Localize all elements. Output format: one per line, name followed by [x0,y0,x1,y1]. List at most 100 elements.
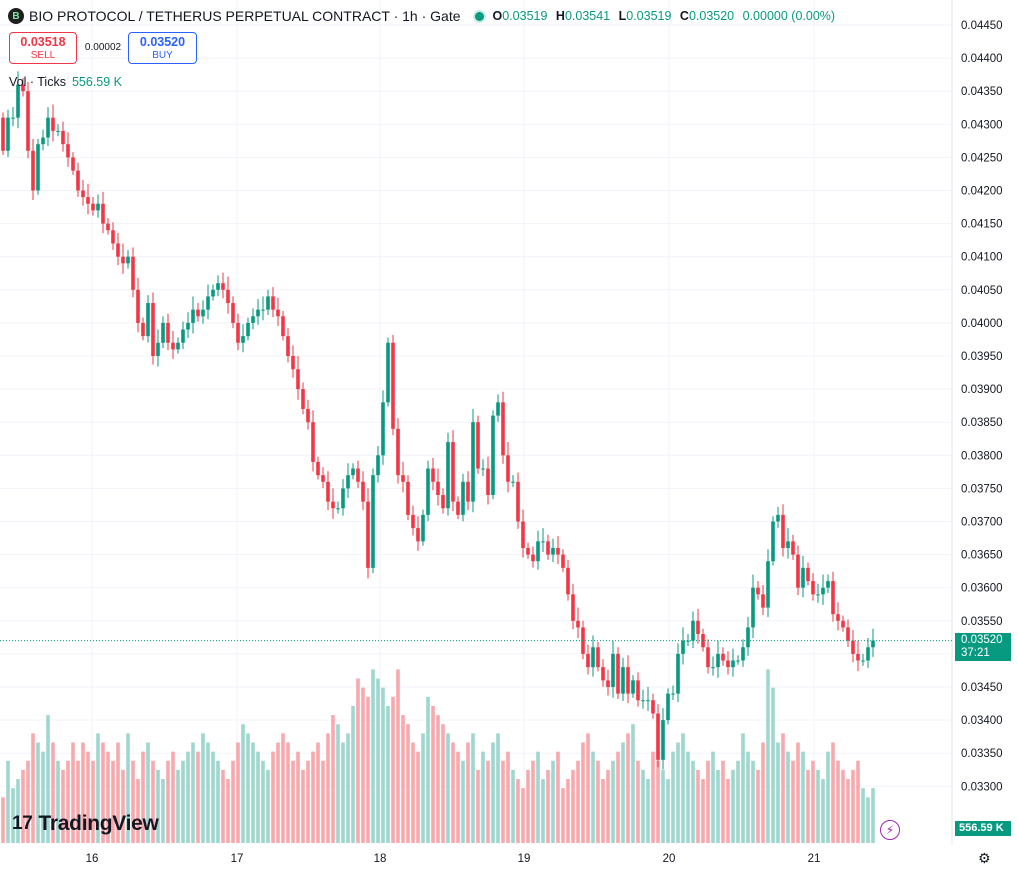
volume-bar [226,779,230,843]
chart-grid [0,0,953,845]
candle-body [816,594,820,596]
candle-body [506,455,510,482]
volume-bar [811,760,815,843]
candle-body [666,693,670,721]
volume-bar [506,751,510,843]
volume-bar [476,769,480,843]
volume-bar [466,742,470,843]
volume-bar [236,742,240,843]
candle-body [376,455,380,476]
volume-bar [251,742,255,843]
candle-body [496,402,500,416]
candle-body [406,481,410,515]
candle-body [611,653,615,687]
volume-bar [56,760,60,843]
candle-body [591,647,595,668]
volume-bar [851,769,855,843]
candle-body [746,627,750,648]
volume-bar [26,760,30,843]
volume-bar [511,769,515,843]
candle-body [676,653,680,694]
candle-body [166,322,170,343]
volume-legend[interactable]: Vol · Ticks 556.59 K [9,75,122,89]
candle-body [351,468,355,476]
candle-body [286,336,290,356]
volume-bar [391,696,395,843]
lightning-icon[interactable]: ⚡ [880,820,900,840]
volume-bar [106,751,110,843]
volume-bar [836,760,840,843]
candle-body [851,640,855,654]
volume-bar [316,742,320,843]
symbol-title[interactable]: BIO PROTOCOL / TETHERUS PERPETUAL CONTRA… [29,8,461,24]
candle-body [566,567,570,595]
volume-bar [571,769,575,843]
volume-bar [726,779,730,843]
candle-body [211,289,215,297]
volume-bar [381,687,385,843]
time-axis[interactable]: 16 17 18 19 20 21 [86,853,821,865]
candle-body [476,422,480,469]
candle-body [426,468,430,515]
candle-body [471,422,475,502]
candle-body [241,336,245,343]
volume-bar [666,779,670,843]
volume-bar [256,751,260,843]
candle-body [121,256,125,264]
price-tick-label: 0.04350 [961,86,1003,98]
price-tick-label: 0.04300 [961,119,1003,131]
candle-body [461,481,465,515]
candle-body [226,289,230,304]
candle-body [111,230,115,244]
volume-bar [131,760,135,843]
candle-body [66,144,70,158]
sell-button[interactable]: 0.03518 SELL [9,32,77,64]
buy-button[interactable]: 0.03520 BUY [128,32,197,64]
price-tick-label: 0.03700 [961,517,1003,529]
chart-header: B BIO PROTOCOL / TETHERUS PERPETUAL CONT… [8,6,840,26]
candle-body [56,130,60,132]
tradingview-mark-icon: 17 [12,813,33,834]
tradingview-logo[interactable]: 17 TradingView [12,812,159,836]
volume-bar [606,769,610,843]
volume-bar [261,760,265,843]
high-value: 0.03541 [564,9,611,23]
gear-icon[interactable]: ⚙ [978,850,991,866]
time-tick-label: 18 [374,853,387,865]
candle-body [306,408,310,423]
candle-body [131,256,135,290]
volume-label: Vol · Ticks [9,75,66,89]
volume-bar [446,733,450,843]
candle-body [786,541,790,548]
volume-bar [266,769,270,843]
price-tick-label: 0.03600 [961,583,1003,595]
volume-bar [731,769,735,843]
volume-bar [591,751,595,843]
volume-bar [16,779,20,843]
candle-body [341,488,345,509]
volume-bar [376,678,380,843]
price-tick-label: 0.04000 [961,318,1003,330]
volume-bar [296,751,300,843]
candle-body [126,256,130,264]
price-axis[interactable]: 0.04450 0.04400 0.04350 0.04300 0.04250 0.042… [961,20,1003,793]
volume-bar [716,769,720,843]
volume-bar [736,760,740,843]
price-tick-label: 0.03850 [961,417,1003,429]
volume-bar [356,678,360,843]
candle-body [601,667,605,681]
candle-body [866,647,870,661]
volume-bar [786,751,790,843]
volume-bar [96,733,100,843]
volume-bar [481,751,485,843]
candle-body [76,170,80,191]
volume-bar [171,751,175,843]
candle-body [206,296,210,310]
candle-body [836,614,840,621]
candle-body [606,680,610,687]
candle-body [271,296,275,310]
candle-body [691,620,695,641]
candle-body [191,309,195,323]
volume-bar [411,742,415,843]
